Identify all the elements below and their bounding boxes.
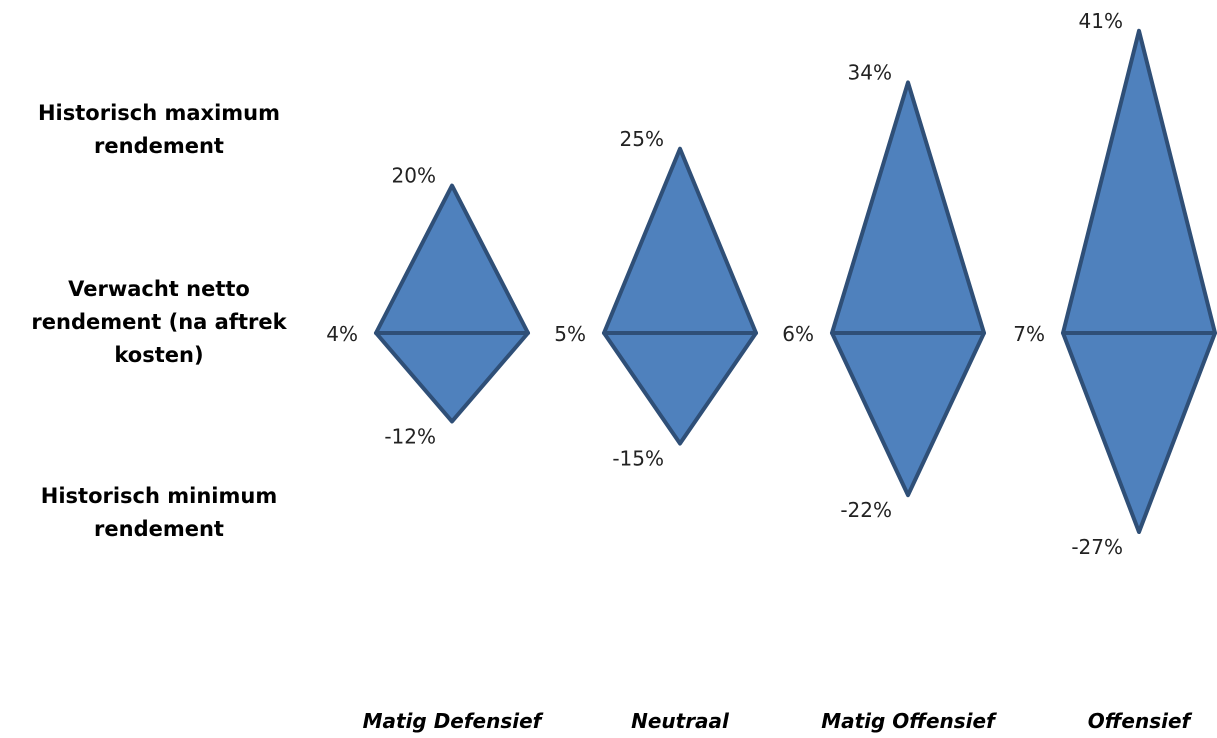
lower-triangle — [830, 331, 986, 498]
max-label: 34% — [848, 60, 892, 84]
diamond-3 — [830, 80, 986, 498]
diamond-2 — [602, 146, 758, 446]
upper-triangle — [830, 80, 986, 335]
expected-label: 6% — [782, 322, 814, 346]
category-label: Neutraal — [631, 709, 730, 733]
expected-label: 5% — [554, 322, 586, 346]
max-label: 41% — [1079, 9, 1123, 33]
expected-label: 7% — [1013, 322, 1045, 346]
upper-triangle — [602, 146, 758, 335]
min-label: -15% — [612, 447, 664, 471]
row-label-historical-min: Historisch minimum rendement — [40, 484, 278, 541]
max-label: 25% — [620, 127, 664, 151]
category-label: Offensief — [1088, 709, 1193, 733]
row-label-historical-max: Historisch maximum rendement — [37, 101, 280, 158]
category-label: Matig Defensief — [363, 709, 544, 733]
row-label-expected-net: Verwacht netto rendement (na aftrek kost… — [31, 277, 287, 367]
diamond-4 — [1061, 28, 1217, 534]
category-label: Matig Offensief — [821, 709, 997, 733]
min-label: -12% — [384, 424, 436, 448]
diamond-1 — [374, 183, 530, 424]
max-label: 20% — [392, 164, 436, 188]
upper-triangle — [1061, 28, 1217, 335]
lower-triangle — [602, 331, 758, 446]
min-label: -27% — [1071, 535, 1123, 559]
upper-triangle — [374, 183, 530, 335]
lower-triangle — [374, 331, 530, 424]
expected-label: 4% — [326, 322, 358, 346]
lower-triangle — [1061, 331, 1217, 534]
min-label: -22% — [840, 498, 892, 522]
